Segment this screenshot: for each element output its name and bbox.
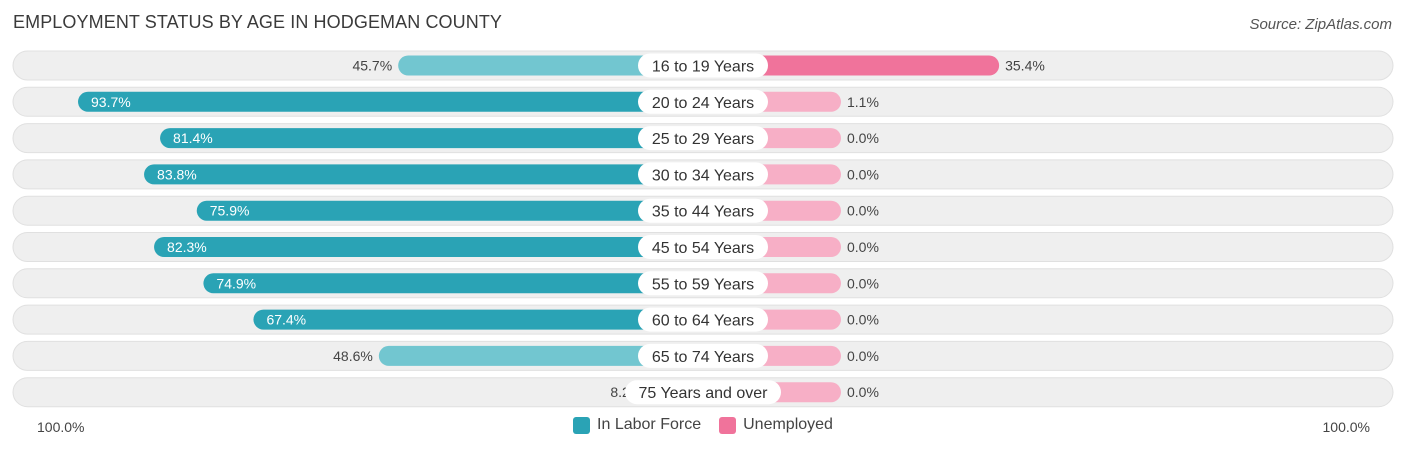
value-label-unemployed: 0.0% [847,166,879,182]
category-pill [638,307,768,332]
legend-swatch-unemployed [719,416,737,434]
bar-row: 75.9% 0.0% 35 to 44 Years [12,195,1394,226]
category-pill [638,162,768,187]
value-label-unemployed: 0.0% [847,312,879,328]
value-label-unemployed: 0.0% [847,348,879,364]
value-label-labor-force: 83.8% [157,166,197,182]
bar-labor-force [154,237,703,257]
legend-swatch-labor [573,416,591,434]
bar-row: 74.9% 0.0% 55 to 59 Years [12,268,1394,299]
value-label-labor-force: 81.4% [173,130,213,146]
category-label: 25 to 29 Years [652,131,754,148]
bar-unemployed [703,55,1000,76]
legend-item-unemployed: Unemployed [719,416,833,434]
bar-row: 83.8% 0.0% 30 to 34 Years [12,159,1394,190]
axis-left-label: 100.0% [37,419,85,435]
category-label: 30 to 34 Years [652,167,754,184]
value-label-unemployed: 1.1% [847,94,879,110]
bar-labor-force [160,128,703,149]
value-label-labor-force: 93.7% [91,94,131,110]
value-label-unemployed: 0.0% [847,203,879,219]
bar-labor-force [253,309,703,330]
category-label: 65 to 74 Years [652,349,754,366]
legend-label-labor: In Labor Force [597,416,702,433]
bar-labor-force [78,91,703,112]
value-label-unemployed: 0.0% [847,384,879,400]
legend-item-labor: In Labor Force [573,416,701,434]
bar-row: 8.2%0.0%75 Years and over [12,377,1394,408]
chart-source: Source: ZipAtlas.com [1249,16,1392,33]
category-pill [638,198,768,223]
category-pill [638,271,768,296]
category-label: 16 to 19 Years [652,59,754,76]
bar-labor-force [203,273,704,294]
category-label: 35 to 44 Years [652,204,754,221]
bar-labor-force [378,345,703,366]
bar-labor-force [398,55,703,76]
category-label: 60 to 64 Years [652,313,754,330]
bar-row: 45.7% 35.4% 16 to 19 Years [12,50,1394,81]
value-label-unemployed: 35.4% [1005,58,1045,74]
category-label: 20 to 24 Years [652,95,754,112]
legend: In Labor Force Unemployed [0,416,1406,434]
category-pill [638,126,768,151]
value-label-labor-force: 74.9% [216,275,256,291]
category-pill [638,89,768,114]
value-label-labor-force: 48.6% [333,348,373,364]
chart-title: EMPLOYMENT STATUS BY AGE IN HODGEMAN COU… [13,12,503,32]
bar-row: 48.6% 0.0% 65 to 74 Years [12,340,1394,371]
bar-labor-force [144,164,703,185]
category-pill [638,53,768,78]
value-label-labor-force: 45.7% [352,58,392,74]
value-label-labor-force: 82.3% [167,239,207,255]
legend-label-unemployed: Unemployed [743,416,833,433]
bar-row: 67.4% 0.0% 60 to 64 Years [12,304,1394,335]
value-label-unemployed: 0.0% [847,239,879,255]
bar-row: 93.7% 1.1% 20 to 24 Years [12,86,1394,117]
bar-row: 81.4% 0.0% 25 to 29 Years [12,123,1394,154]
axis-right-label: 100.0% [1322,419,1370,435]
bar-labor-force [196,200,703,221]
category-label: 45 to 54 Years [652,240,754,257]
value-label-unemployed: 0.0% [847,130,879,146]
category-pill [638,235,768,259]
value-label-labor-force: 67.4% [266,312,306,328]
value-label-unemployed: 0.0% [847,275,879,291]
category-pill [625,380,781,405]
category-label: 55 to 59 Years [652,276,754,293]
category-label: 75 Years and over [639,385,769,402]
bar-row: 82.3% 0.0% 45 to 54 Years [12,232,1394,262]
category-pill [638,343,768,368]
value-label-labor-force: 75.9% [210,203,250,219]
